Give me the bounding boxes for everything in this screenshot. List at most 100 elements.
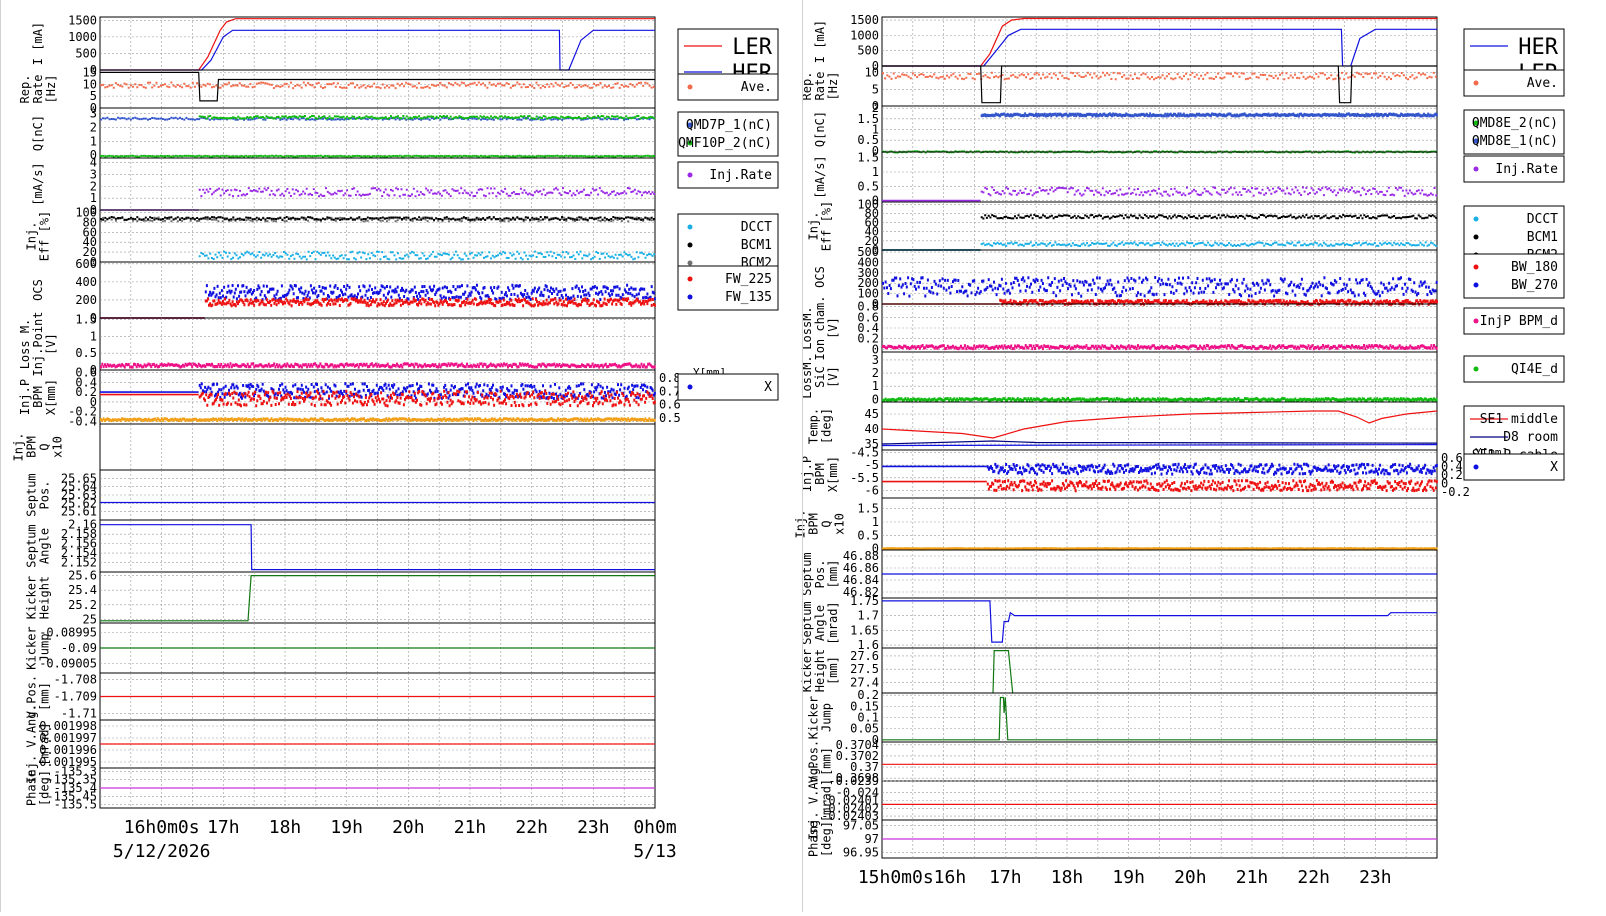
- y-tick-label: -135.5: [54, 798, 97, 812]
- y-tick-label: 1.5: [857, 112, 879, 126]
- y-tick-label: 2: [90, 179, 97, 193]
- y-axis-label: OCS: [31, 279, 45, 301]
- y-axis-label: V.Pos.: [807, 740, 821, 783]
- y2-tick-label: 0: [1441, 477, 1448, 491]
- y-axis-label: V.Pos.: [25, 675, 39, 718]
- series-dots-inj-rate: [198, 187, 656, 198]
- x-tick-label: 19h: [330, 817, 363, 838]
- x-tick-label: 22h: [1297, 867, 1330, 888]
- subplot-v-ang: -0.0239-0.024-0.02401-0.02402-0.02403Inj…: [807, 761, 1438, 840]
- legend-box: [677, 265, 779, 311]
- y-tick-label: 0: [872, 99, 879, 113]
- x-tick-label: 20h: [392, 817, 425, 838]
- y-axis-label: [deg]: [38, 770, 52, 806]
- y-tick-label: -135.45: [46, 789, 97, 803]
- y-axis-label: Phase: [25, 770, 39, 806]
- y-tick-label: -0.02402: [821, 801, 879, 815]
- y-tick-label: 0.001997: [39, 731, 97, 745]
- series-dots-x: [986, 462, 1438, 476]
- y-tick-label: 0.2: [75, 385, 97, 399]
- y-axis-label: Kicker: [807, 696, 821, 739]
- y-tick-label: -135.4: [54, 781, 97, 795]
- y-axis-label: Inj.Point: [31, 311, 45, 376]
- y2-tick-label: -0.2: [1441, 485, 1470, 499]
- subplot-kicker-jump: 0.20.150.10.050 Kicker Jump: [807, 688, 1438, 747]
- y-tick-label: 27.4: [850, 675, 879, 689]
- y-tick-label: 0: [872, 342, 879, 356]
- legend-box: [1463, 307, 1565, 335]
- legend-swatch: [1473, 234, 1479, 240]
- y-axis-label: Septum: [800, 601, 814, 644]
- y-tick-label: 0: [872, 194, 879, 208]
- subplot-loss-monitor: 1.5 1 0.5 0 Loss M. Inj.Point [V]: [18, 311, 656, 377]
- y-tick-label: 0.5: [75, 346, 97, 360]
- x-tick-label: 23h: [577, 817, 610, 838]
- legend-box: [1463, 155, 1565, 183]
- y-tick-label: -5.5: [850, 471, 879, 485]
- y-axis-label: SiC: [813, 366, 827, 388]
- subplot-kicker-height: 25.625.425.225 Kicker Height: [25, 569, 656, 626]
- y-tick-label: 2: [872, 101, 879, 115]
- x-tick-label: 0h0m: [633, 817, 676, 838]
- y-axis-label: Rep.: [18, 75, 32, 104]
- y-tick-label: 1000: [850, 28, 879, 42]
- y-tick-label: 0.3698: [836, 771, 879, 785]
- legend-label: QI4E_d: [1511, 362, 1558, 377]
- y-axis-label: Phase: [807, 821, 821, 857]
- legend-rep-rate: Ave.: [677, 73, 779, 101]
- y-axis-label: BPM: [813, 463, 827, 485]
- subplot-frame: [881, 647, 1438, 694]
- y2-tick-label: 0.8: [659, 371, 681, 385]
- series-dots-bw-180: [999, 298, 1438, 306]
- y-tick-label: 15: [83, 65, 97, 79]
- y-axis-label: Inj.: [807, 212, 821, 241]
- y-tick-label: 1500: [68, 13, 97, 27]
- y-tick-label: -6: [865, 483, 879, 497]
- y-axis-label: [mm]: [826, 560, 840, 589]
- y-tick-label: 40: [865, 422, 879, 436]
- legend-charge: QMD7P_1(nC) QMF10P_2(nC): [677, 111, 779, 157]
- y2-tick-label: 0.6: [659, 398, 681, 412]
- y-tick-label: 20: [865, 234, 879, 248]
- legend-ocs: FW_225 FW_135: [677, 265, 779, 311]
- legend-box: [677, 111, 779, 157]
- y-axis-label: [V]: [826, 317, 840, 339]
- legend-loss-sic: QI4E_d: [1463, 355, 1565, 383]
- legend-box: [1463, 355, 1565, 383]
- legend-inj-bpm: X: [1463, 453, 1565, 481]
- y-axis-label: [mrad]: [820, 779, 834, 822]
- y-axis-label: Pos.: [38, 481, 52, 510]
- y-tick-label: -5: [865, 458, 879, 472]
- legend-box: [677, 73, 779, 101]
- legend-label: BW_180: [1511, 260, 1558, 275]
- y-axis-label: Eff [%]: [38, 211, 52, 262]
- x-tick-label: 16h0m0s: [124, 817, 200, 838]
- y-axis-label: Rate: [31, 75, 45, 104]
- y-axis-label: Inj.: [12, 433, 26, 462]
- y-tick-label: 0.5: [857, 179, 879, 193]
- x-tick-label: 18h: [1051, 867, 1084, 888]
- legend-label: DCCT: [1527, 212, 1558, 227]
- y-tick-label: 40: [865, 225, 879, 239]
- subplot-charge: 21.510.50Q[nC] QMD8E_2(nC)QMD8E_1(nC): [813, 101, 1565, 158]
- x-tick-label: 20h: [1174, 867, 1207, 888]
- y-tick-label: 0: [90, 395, 97, 409]
- y-tick-label: 25.4: [68, 583, 97, 597]
- y-axis-label: [mrad]: [826, 601, 840, 644]
- legend-label: FW_225: [725, 272, 772, 287]
- y-tick-label: 300: [857, 266, 879, 280]
- y-tick-label: -0.02401: [821, 794, 879, 808]
- y-tick-label: 0.4: [857, 321, 879, 335]
- subplot-phase: -135.3-135.35-135.4-135.45-135.5 Phase [de…: [25, 764, 656, 812]
- y-tick-label: 4: [90, 156, 97, 170]
- legend-label: X: [1550, 460, 1558, 475]
- legend-swatch: [1473, 166, 1479, 172]
- series-line-line: [882, 65, 1437, 104]
- legend-swatch: [687, 260, 693, 266]
- y-tick-label: 2: [872, 366, 879, 380]
